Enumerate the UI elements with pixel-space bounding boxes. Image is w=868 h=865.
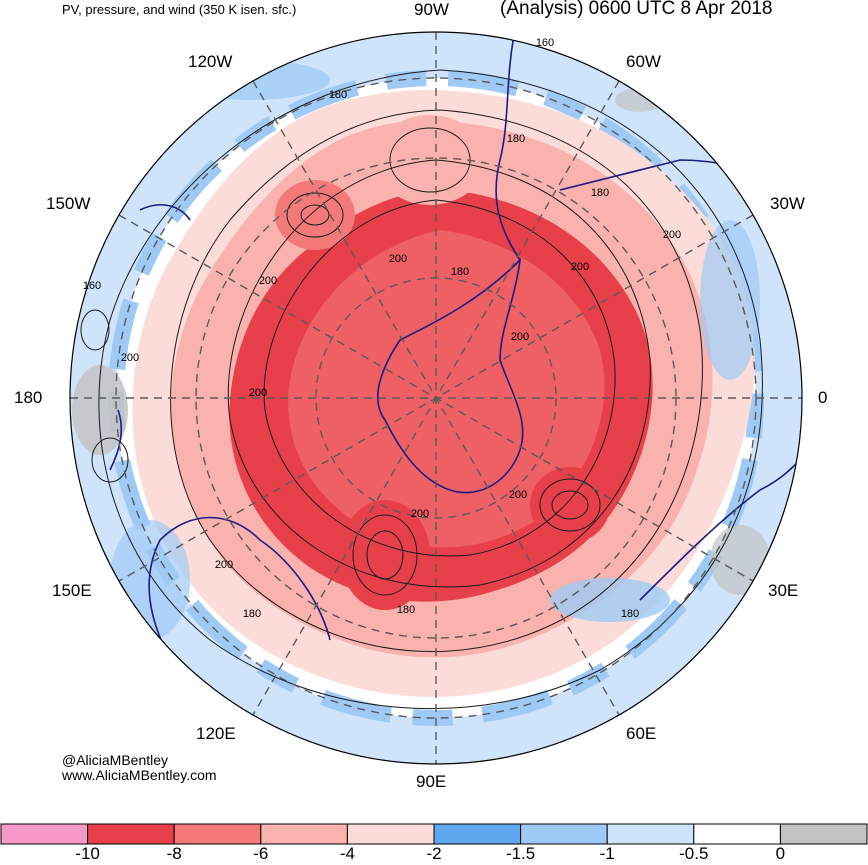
colorbar-bin bbox=[0, 823, 89, 845]
contour-label: 160 bbox=[536, 37, 554, 49]
label-60w: 60W bbox=[626, 52, 661, 71]
chart-title: PV, pressure, and wind (350 K isen. sfc.… bbox=[62, 2, 297, 17]
contour-label: 200 bbox=[511, 331, 529, 343]
contour-label: 180 bbox=[507, 133, 525, 145]
graticule bbox=[70, 32, 802, 764]
contour-label: 200 bbox=[411, 508, 429, 520]
pressure-contours bbox=[80, 69, 763, 710]
colorbar-bin bbox=[433, 823, 522, 845]
colorbar-bin bbox=[693, 823, 781, 845]
contour-label: 200 bbox=[663, 229, 681, 241]
colorbar-tick: 0 bbox=[775, 844, 786, 863]
contour-label: 200 bbox=[121, 352, 139, 364]
colorbar-bin bbox=[87, 823, 175, 845]
label-60e: 60E bbox=[626, 724, 657, 743]
colorbar-tick: -6 bbox=[253, 844, 269, 863]
contour-label: 200 bbox=[215, 559, 233, 571]
label-150e: 150E bbox=[52, 581, 92, 600]
colorbar-tick: -1.5 bbox=[505, 844, 536, 863]
contour-label: 200 bbox=[509, 489, 527, 501]
contour-label: 180 bbox=[397, 604, 415, 616]
contour-label: 180 bbox=[621, 608, 639, 620]
colorbar-bin bbox=[520, 823, 608, 845]
contour-label: 160 bbox=[83, 280, 101, 292]
map-disc bbox=[70, 32, 802, 764]
label-0: 0 bbox=[818, 388, 828, 407]
label-90w: 90W bbox=[414, 0, 449, 19]
label-120e: 120E bbox=[196, 724, 236, 743]
label-180: 180 bbox=[14, 388, 43, 407]
contour-label: 180 bbox=[591, 187, 609, 199]
colorbar-tick: -8 bbox=[166, 844, 182, 863]
contour-label: 200 bbox=[259, 275, 277, 287]
colorbar-tick: -0.5 bbox=[679, 844, 709, 863]
credit-handle: @AliciaMBentley bbox=[62, 752, 169, 768]
colorbar-bin bbox=[779, 823, 868, 845]
label-90e: 90E bbox=[416, 772, 447, 791]
colorbar-bin bbox=[260, 823, 348, 845]
label-30w: 30W bbox=[770, 194, 805, 213]
label-120w: 120W bbox=[188, 52, 233, 71]
contour-label: 180 bbox=[243, 608, 261, 620]
colorbar-bin bbox=[606, 823, 695, 845]
colorbar-bin bbox=[173, 823, 262, 845]
colorbar-tick: -2 bbox=[426, 844, 442, 863]
colorbar-bin bbox=[346, 823, 435, 845]
label-30e: 30E bbox=[768, 581, 799, 600]
contour-label: 200 bbox=[389, 253, 407, 265]
colorbar bbox=[0, 823, 868, 845]
colorbar-tick: -10 bbox=[75, 844, 100, 863]
colorbar-tick: -1 bbox=[599, 844, 615, 863]
contour-labels: 160 180 180 180 200 180 200 200 160 200 … bbox=[83, 37, 681, 620]
contour-label: 200 bbox=[571, 261, 589, 273]
label-150w: 150W bbox=[46, 194, 91, 213]
analysis-time: (Analysis) 0600 UTC 8 Apr 2018 bbox=[500, 0, 773, 19]
credit-site: www.AliciaMBentley.com bbox=[62, 767, 217, 783]
colorbar-tick: -4 bbox=[339, 844, 355, 863]
contour-label: 180 bbox=[451, 266, 469, 278]
contour-label: 180 bbox=[329, 89, 347, 101]
contour-label: 200 bbox=[249, 387, 267, 399]
